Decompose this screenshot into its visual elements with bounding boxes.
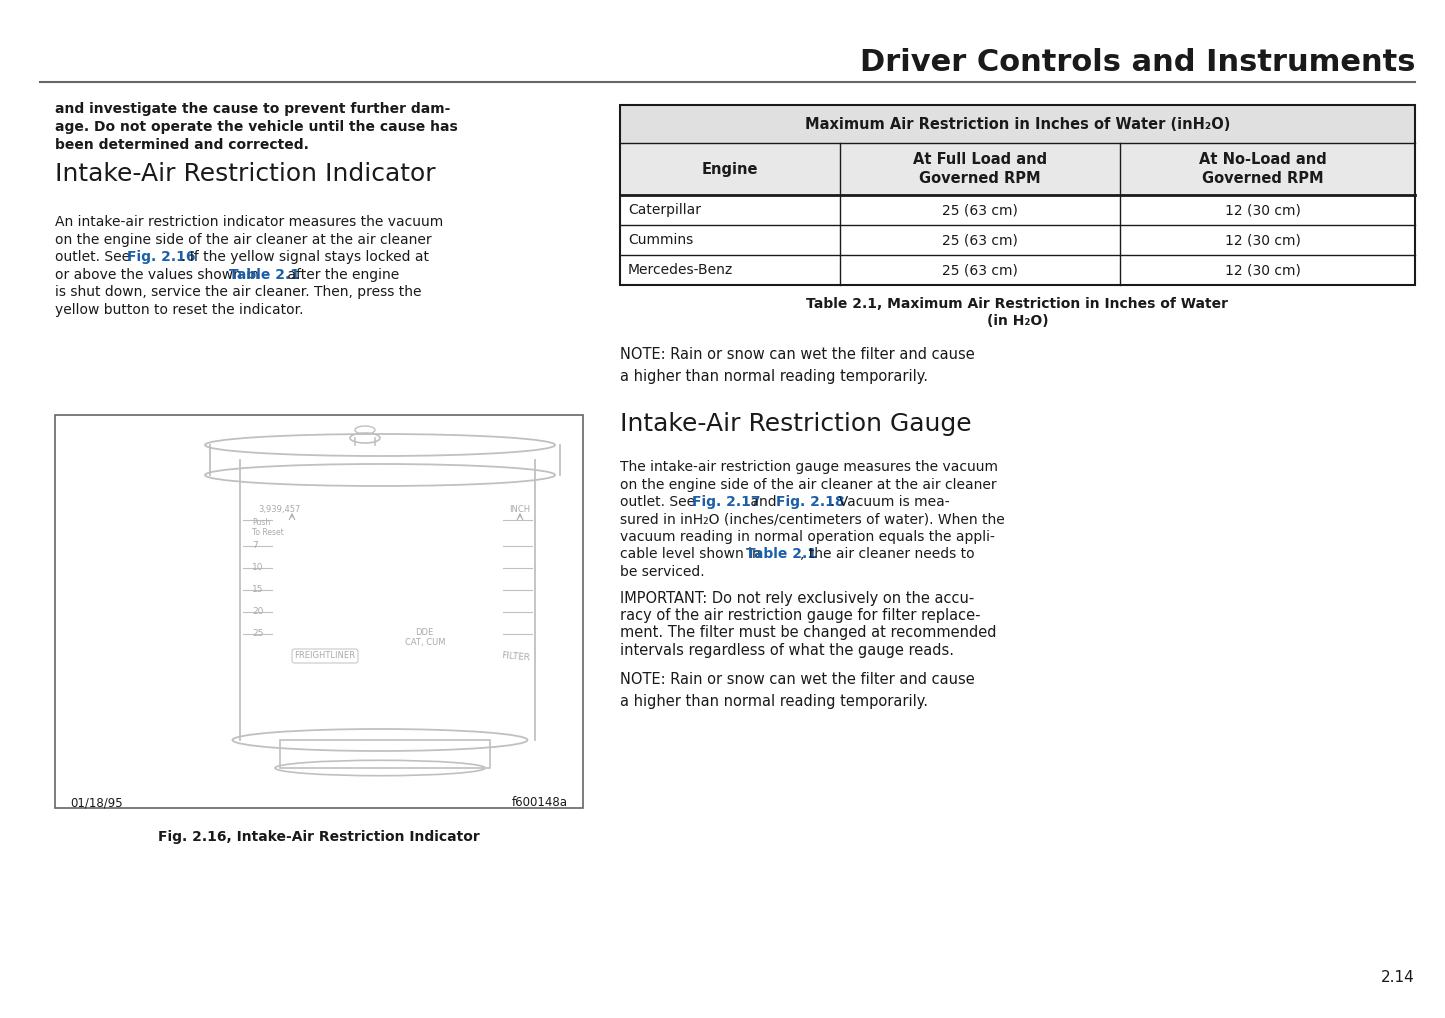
Text: 25 (63 cm): 25 (63 cm) — [942, 263, 1017, 277]
Text: after the engine: after the engine — [283, 268, 399, 282]
Text: 12 (30 cm): 12 (30 cm) — [1224, 203, 1300, 217]
Text: 20: 20 — [251, 608, 263, 617]
Text: Fig. 2.18: Fig. 2.18 — [776, 495, 845, 509]
Bar — [280, 740, 490, 768]
Text: DDE: DDE — [415, 628, 434, 637]
Bar — [620, 105, 1415, 143]
Text: vacuum reading in normal operation equals the appli-: vacuum reading in normal operation equal… — [620, 530, 994, 544]
Text: and: and — [746, 495, 780, 509]
Text: is shut down, service the air cleaner. Then, press the: is shut down, service the air cleaner. T… — [55, 285, 422, 299]
Text: 12 (30 cm): 12 (30 cm) — [1224, 263, 1300, 277]
Text: At Full Load and
Governed RPM: At Full Load and Governed RPM — [913, 153, 1048, 186]
Text: and investigate the cause to prevent further dam-: and investigate the cause to prevent fur… — [55, 102, 451, 116]
Text: , the air cleaner needs to: , the air cleaner needs to — [801, 548, 974, 562]
Text: 2.14: 2.14 — [1381, 970, 1415, 985]
Text: Mercedes-Benz: Mercedes-Benz — [629, 263, 733, 277]
Text: An intake-air restriction indicator measures the vacuum: An intake-air restriction indicator meas… — [55, 215, 444, 229]
Text: Caterpillar: Caterpillar — [629, 203, 701, 217]
Text: intervals regardless of what the gauge reads.: intervals regardless of what the gauge r… — [620, 643, 954, 658]
Text: f600148a: f600148a — [512, 796, 568, 809]
Text: racy of the air restriction gauge for filter replace-: racy of the air restriction gauge for fi… — [620, 608, 981, 623]
Text: Fig. 2.16, Intake-Air Restriction Indicator: Fig. 2.16, Intake-Air Restriction Indica… — [158, 830, 480, 844]
Text: be serviced.: be serviced. — [620, 565, 705, 579]
Text: Fig. 2.16: Fig. 2.16 — [127, 250, 195, 264]
Text: Engine: Engine — [702, 162, 759, 176]
Text: 7: 7 — [251, 542, 257, 551]
Text: Push
To Reset: Push To Reset — [251, 518, 283, 536]
Bar — [620, 105, 1415, 285]
Text: 25 (63 cm): 25 (63 cm) — [942, 203, 1017, 217]
Text: At No-Load and
Governed RPM: At No-Load and Governed RPM — [1198, 153, 1327, 186]
Text: Table 2.1: Table 2.1 — [228, 268, 301, 282]
Text: . Vacuum is mea-: . Vacuum is mea- — [829, 495, 949, 509]
Text: Table 2.1, Maximum Air Restriction in Inches of Water: Table 2.1, Maximum Air Restriction in In… — [806, 297, 1228, 312]
Text: . If the yellow signal stays locked at: . If the yellow signal stays locked at — [181, 250, 429, 264]
Text: Intake-Air Restriction Gauge: Intake-Air Restriction Gauge — [620, 412, 971, 436]
Text: Maximum Air Restriction in Inches of Water (inH₂O): Maximum Air Restriction in Inches of Wat… — [805, 116, 1230, 131]
Text: (in H₂O): (in H₂O) — [987, 314, 1048, 328]
Text: IMPORTANT: Do not rely exclusively on the accu-: IMPORTANT: Do not rely exclusively on th… — [620, 590, 974, 606]
Text: 25 (63 cm): 25 (63 cm) — [942, 233, 1017, 247]
Text: Intake-Air Restriction Indicator: Intake-Air Restriction Indicator — [55, 162, 435, 186]
Text: 12 (30 cm): 12 (30 cm) — [1224, 233, 1300, 247]
Text: 10: 10 — [251, 564, 263, 572]
Text: CAT, CUM: CAT, CUM — [405, 638, 445, 647]
Text: INCH: INCH — [509, 505, 530, 514]
Text: or above the values shown in: or above the values shown in — [55, 268, 263, 282]
Text: on the engine side of the air cleaner at the air cleaner: on the engine side of the air cleaner at… — [55, 232, 432, 246]
Text: NOTE: Rain or snow can wet the filter and cause
a higher than normal reading tem: NOTE: Rain or snow can wet the filter an… — [620, 347, 975, 384]
Text: FILTER: FILTER — [500, 652, 530, 663]
Text: cable level shown in: cable level shown in — [620, 548, 764, 562]
Text: 3,939,457: 3,939,457 — [259, 505, 301, 514]
Text: Driver Controls and Instruments: Driver Controls and Instruments — [860, 48, 1415, 76]
Text: outlet. See: outlet. See — [55, 250, 134, 264]
Bar — [55, 415, 582, 808]
Text: Table 2.1: Table 2.1 — [746, 548, 816, 562]
Text: 25: 25 — [251, 629, 263, 638]
Text: outlet. See: outlet. See — [620, 495, 699, 509]
Text: 15: 15 — [251, 585, 263, 595]
Text: 01/18/95: 01/18/95 — [69, 796, 123, 809]
Text: sured in inH₂O (inches/centimeters of water). When the: sured in inH₂O (inches/centimeters of wa… — [620, 512, 1004, 526]
Text: ment. The filter must be changed at recommended: ment. The filter must be changed at reco… — [620, 625, 997, 640]
Text: NOTE: Rain or snow can wet the filter and cause
a higher than normal reading tem: NOTE: Rain or snow can wet the filter an… — [620, 673, 975, 710]
Text: The intake-air restriction gauge measures the vacuum: The intake-air restriction gauge measure… — [620, 460, 998, 474]
Text: FREIGHTLINER: FREIGHTLINER — [295, 652, 355, 661]
Text: Cummins: Cummins — [629, 233, 694, 247]
Text: been determined and corrected.: been determined and corrected. — [55, 138, 309, 152]
Text: on the engine side of the air cleaner at the air cleaner: on the engine side of the air cleaner at… — [620, 477, 997, 492]
Bar — [620, 143, 1415, 195]
Text: age. Do not operate the vehicle until the cause has: age. Do not operate the vehicle until th… — [55, 120, 458, 134]
Text: yellow button to reset the indicator.: yellow button to reset the indicator. — [55, 302, 303, 317]
Text: Fig. 2.17: Fig. 2.17 — [692, 495, 760, 509]
